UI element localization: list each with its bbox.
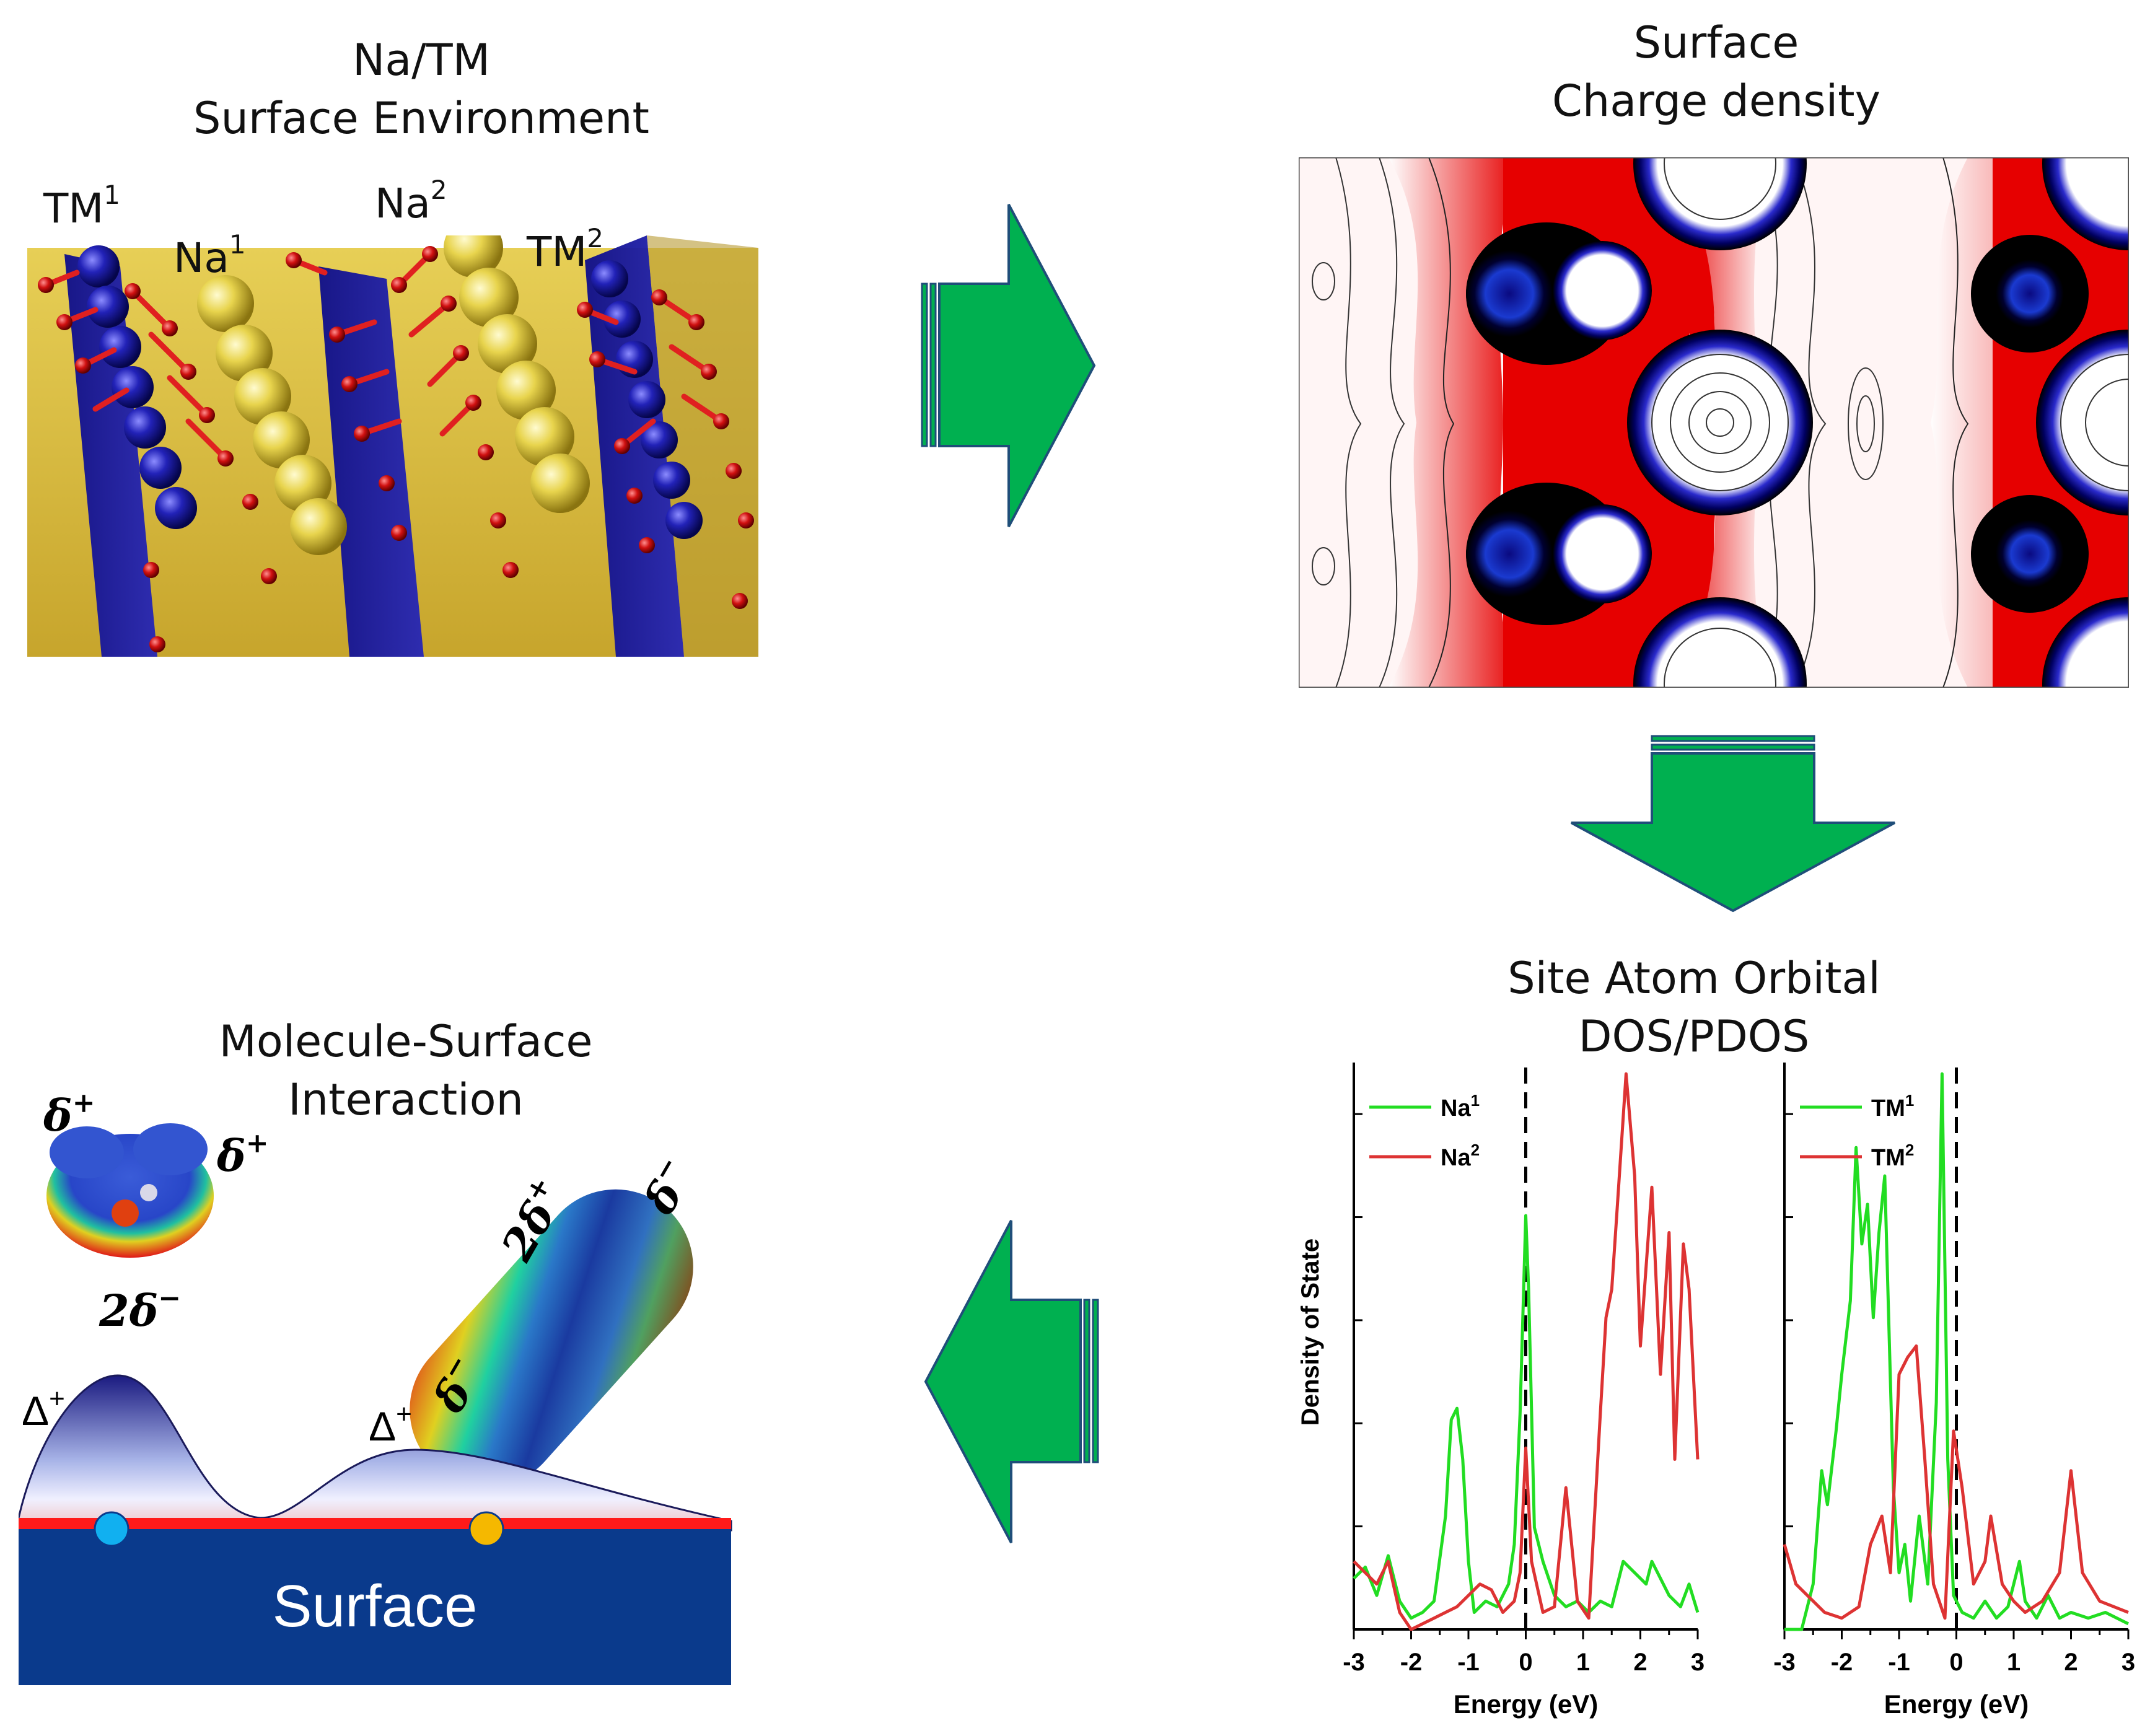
chart1-x-tick-label: 3: [2121, 1649, 2135, 1676]
arrow-down: [1571, 735, 1895, 913]
chart1-series-line-1: [1783, 1344, 2129, 1620]
chart0-x-tick-label: 1: [1576, 1649, 1590, 1676]
na-atoms-row-1: [197, 275, 347, 555]
surface-env-title-line1: Na/TM: [353, 35, 490, 85]
interaction-title-line2: Interaction: [288, 1074, 524, 1125]
chart0-x-tick-label: 2: [1633, 1649, 1647, 1676]
cap-delta-plus-left: Δ+: [22, 1383, 65, 1434]
chart0-x-tick-label: -1: [1457, 1649, 1480, 1676]
chart0-x-tick-label: 3: [1691, 1649, 1705, 1676]
tm-atoms-row-2: [591, 260, 703, 539]
oxygen-atoms: [38, 246, 754, 652]
surface-potential-profile: [19, 1374, 732, 1532]
charge-density-title: Surface Charge density: [1406, 14, 2026, 130]
water-molecule: [46, 1123, 214, 1258]
dos-title-line1: Site Atom Orbital: [1507, 953, 1880, 1004]
chart0-x-tick-label: -3: [1343, 1649, 1365, 1676]
chart1-x-tick-label: -3: [1773, 1649, 1796, 1676]
tm-octahedra-layers: [64, 235, 758, 657]
tm1-label: TM1: [43, 180, 120, 232]
water-two-delta-minus: 2δ−: [99, 1282, 181, 1336]
chart1-x-tick-label: -1: [1888, 1649, 1910, 1676]
dos-chart: Density of State -3 -2 -1 0 1 2 3 Energy (eV) Na…: [1297, 1063, 2135, 1719]
arrow-left: [924, 1220, 1099, 1543]
surface-environment-title: Na/TM Surface Environment: [112, 31, 731, 147]
chart0-x-tick-label: 0: [1519, 1649, 1532, 1676]
interaction-illustration: δ+ δ+ 2δ− 2δ+ δ− δ− Surface Δ+ Δ+: [19, 1087, 732, 1685]
cap-delta-plus-right: Δ+: [369, 1399, 412, 1449]
interaction-title: Molecule-Surface Interaction: [96, 1012, 716, 1129]
water-delta-plus-right: δ+: [216, 1128, 269, 1181]
interaction-title-line1: Molecule-Surface: [219, 1016, 593, 1067]
y-axis-label: Density of State: [1297, 1238, 1324, 1426]
surface-site-cyan: [94, 1511, 129, 1547]
surface-block: [19, 1529, 731, 1685]
dos-title-line2: DOS/PDOS: [1578, 1011, 1810, 1062]
crystal-structure-image: [27, 235, 758, 657]
chart0-legend-label-0: Na1: [1441, 1091, 1480, 1121]
charge-density-title-line2: Charge density: [1551, 76, 1881, 126]
chart1-x-tick-label: 2: [2064, 1649, 2078, 1676]
tm2-label: TM2: [527, 223, 603, 276]
chart0-series-line-0: [1353, 1214, 1700, 1620]
chart0-legend-label-1: Na2: [1441, 1141, 1480, 1171]
chart1-x-tick-label: 0: [1949, 1649, 1963, 1676]
charge-density-title-line1: Surface: [1633, 17, 1799, 68]
chart0-legend-label-sup-0: 1: [1471, 1091, 1480, 1110]
chart1-legend-label-1: TM2: [1871, 1141, 1914, 1171]
surface-env-title-line2: Surface Environment: [193, 93, 649, 144]
chart1-x-tick-label: 1: [2007, 1649, 2021, 1676]
water-delta-plus-left: δ+: [43, 1087, 95, 1141]
na2-label: Na2: [375, 175, 447, 227]
arrow-right: [921, 204, 1096, 527]
na1-label: Na1: [173, 229, 246, 282]
capsule-molecule: [410, 1189, 693, 1488]
chart1-legend-label-0: TM1: [1871, 1091, 1914, 1121]
na-atoms-row-2: [444, 235, 590, 513]
chart0-x-axis-label: Energy (eV): [1454, 1690, 1598, 1719]
chart0-series-line-1: [1353, 1072, 1700, 1631]
surface-red-layer: [19, 1518, 731, 1529]
chart0-legend-label-sup-1: 2: [1471, 1141, 1480, 1159]
chart1-legend-label-sup-1: 2: [1905, 1141, 1914, 1159]
chart1-x-tick-label: -2: [1831, 1649, 1853, 1676]
chart1-legend-label-sup-0: 1: [1905, 1091, 1914, 1110]
surface-site-orange: [468, 1511, 504, 1547]
dos-title: Site Atom Orbital DOS/PDOS: [1384, 949, 2004, 1066]
chart0-x-tick-label: -2: [1400, 1649, 1423, 1676]
surface-label: Surface: [273, 1573, 478, 1639]
tm-atoms-row-1: [77, 245, 197, 529]
charge-density-map: [1299, 157, 2129, 688]
chart1-x-axis-label: Energy (eV): [1884, 1690, 2029, 1719]
chart1-series-line-0: [1784, 1072, 2130, 1631]
